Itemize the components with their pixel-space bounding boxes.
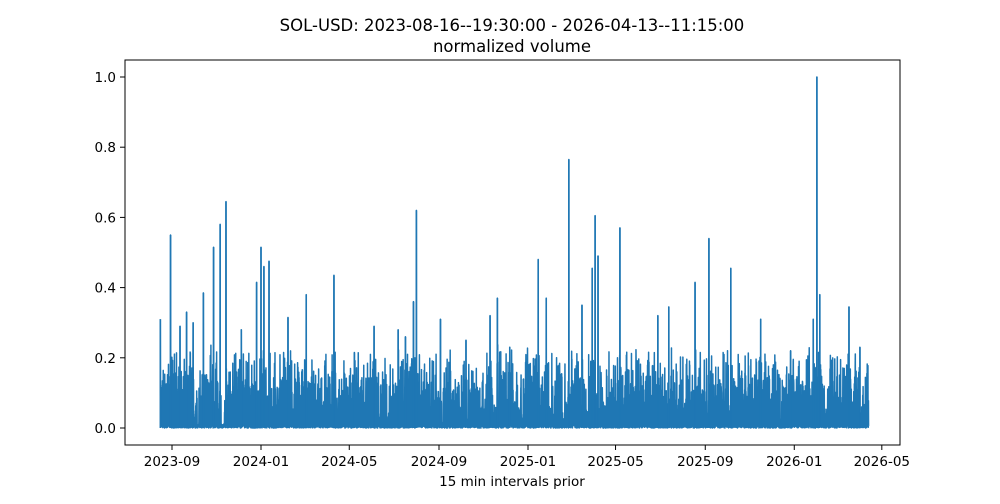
x-axis: 2023-09 2024-01 2024-05 2024-09 2025-01 2025-… <box>144 445 910 470</box>
x-axis-label: 15 min intervals prior <box>439 474 585 490</box>
y-tick-label: 0.8 <box>95 140 116 156</box>
x-tick-label: 2025-01 <box>500 454 556 470</box>
chart-title: SOL-USD: 2023-08-16--19:30:00 - 2026-04-… <box>280 16 745 35</box>
y-axis: 0.0 0.2 0.4 0.6 0.8 1.0 <box>95 70 125 437</box>
x-tick-label: 2024-01 <box>233 454 289 470</box>
y-tick-label: 0.6 <box>95 210 116 226</box>
volume-series-line <box>159 76 870 429</box>
x-tick-label: 2026-01 <box>766 454 822 470</box>
y-tick-label: 0.2 <box>95 351 116 367</box>
x-tick-label: 2024-09 <box>411 454 467 470</box>
axes-frame <box>124 59 901 446</box>
x-tick-label: 2023-09 <box>144 454 200 470</box>
x-tick-label: 2024-05 <box>321 454 377 470</box>
plot-area <box>159 76 870 429</box>
x-tick-label: 2026-05 <box>854 454 910 470</box>
y-tick-label: 0.4 <box>95 281 116 297</box>
x-tick-label: 2025-05 <box>587 454 643 470</box>
x-tick-label: 2025-09 <box>677 454 733 470</box>
y-tick-label: 1.0 <box>95 70 116 86</box>
chart-subtitle: normalized volume <box>433 37 591 56</box>
y-tick-label: 0.0 <box>95 421 116 437</box>
